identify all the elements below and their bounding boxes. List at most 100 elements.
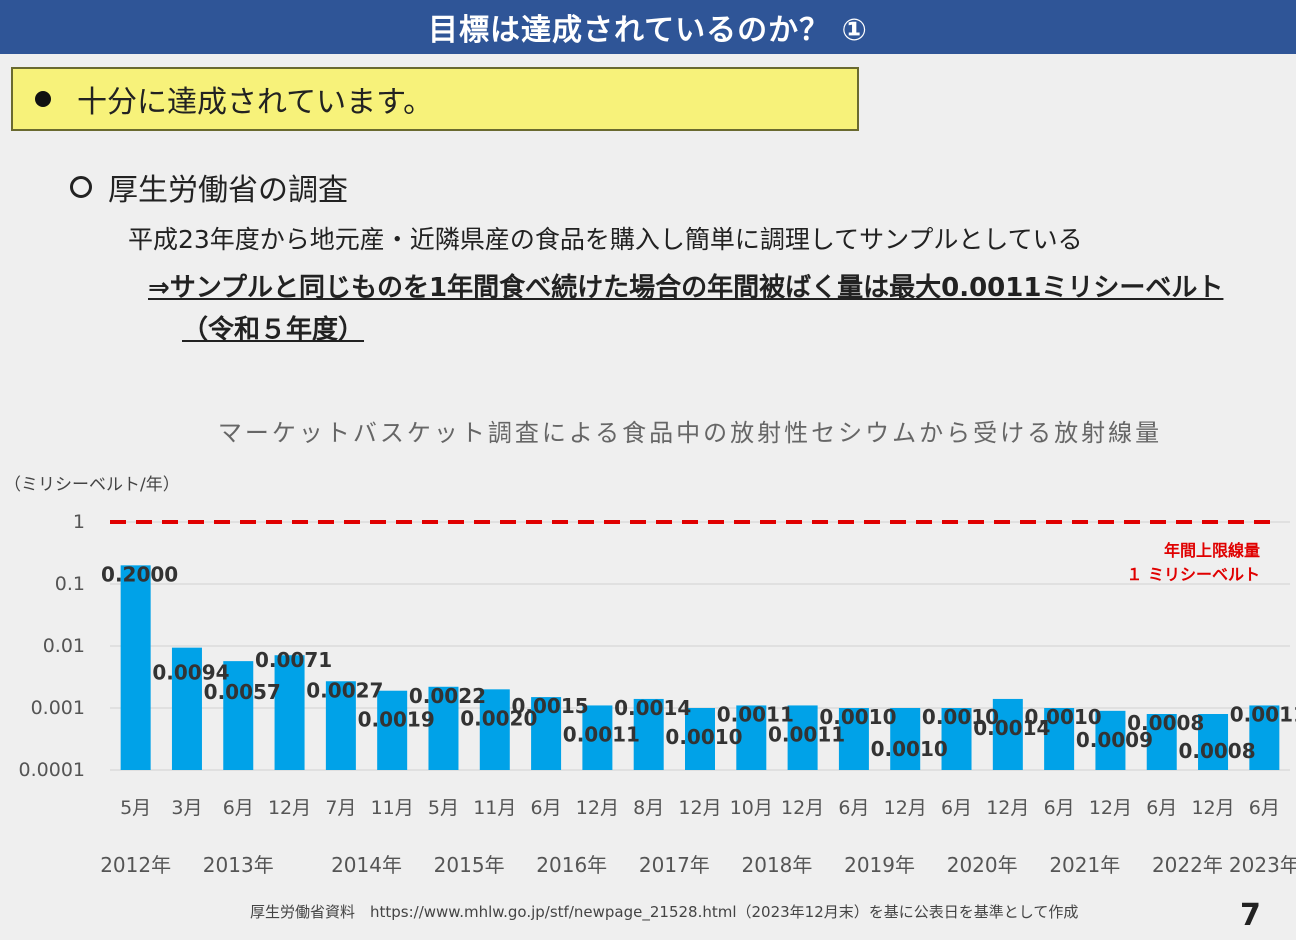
chart-title: マーケットバスケット調査による食品中の放射性セシウムから受ける放射線量 bbox=[217, 419, 1163, 447]
bar bbox=[941, 708, 972, 770]
bar bbox=[685, 708, 715, 770]
summary-box: 十分に達成されています。 bbox=[11, 67, 859, 131]
data-label: 0.0010 bbox=[1025, 705, 1102, 729]
bar bbox=[736, 705, 767, 770]
y-tick-label: 0.001 bbox=[31, 697, 85, 719]
x-year-label: 2014年 bbox=[331, 853, 402, 877]
y-tick-label: 1 bbox=[73, 511, 85, 533]
survey-heading: 厚生労働省の調査 bbox=[70, 165, 348, 209]
data-label: 0.0020 bbox=[460, 706, 537, 730]
data-label: 0.0057 bbox=[204, 680, 281, 704]
x-month-label: 12月 bbox=[1191, 797, 1234, 819]
x-month-label: 6月 bbox=[941, 797, 972, 819]
data-label: 0.0011 bbox=[768, 722, 845, 746]
x-month-label: 3月 bbox=[171, 797, 202, 819]
data-label: 0.0008 bbox=[1127, 711, 1204, 735]
data-label: 0.0008 bbox=[1178, 739, 1255, 763]
x-month-label: 5月 bbox=[428, 797, 459, 819]
bar bbox=[223, 661, 254, 770]
data-label: 0.0010 bbox=[665, 725, 742, 749]
data-label: 0.0027 bbox=[306, 678, 383, 702]
x-year-label: 2017年 bbox=[639, 853, 710, 877]
x-month-label: 7月 bbox=[325, 797, 356, 819]
y-tick-label: 0.01 bbox=[43, 635, 85, 657]
x-year-label: 2013年 bbox=[203, 853, 274, 877]
x-month-label: 8月 bbox=[633, 797, 664, 819]
result-statement: ⇒サンプルと同じものを1年間食べ続けた場合の年間被ばく量は最大0.0011ミリシ… bbox=[148, 273, 1224, 303]
x-month-label: 5月 bbox=[120, 797, 151, 819]
x-month-label: 11月 bbox=[371, 797, 414, 819]
y-tick-label: 0.1 bbox=[55, 573, 85, 595]
bar bbox=[428, 686, 459, 770]
data-label: 0.0010 bbox=[922, 705, 999, 729]
bar bbox=[171, 647, 202, 770]
bar bbox=[325, 681, 356, 770]
bar bbox=[479, 689, 510, 770]
data-label: 0.0011 bbox=[1230, 702, 1296, 726]
summary-text: 十分に達成されています。 bbox=[77, 85, 434, 120]
bar bbox=[890, 708, 921, 770]
data-label: 0.0022 bbox=[409, 684, 486, 708]
x-year-label: 2020年 bbox=[947, 853, 1018, 877]
x-year-label: 2018年 bbox=[742, 853, 813, 877]
limit-label-value: １ ミリシーベルト bbox=[1126, 565, 1260, 584]
bar bbox=[1044, 708, 1075, 770]
source-note: 厚生労働省資料 https://www.mhlw.go.jp/stf/newpa… bbox=[250, 903, 1079, 921]
limit-label-title: 年間上限線量 bbox=[1164, 541, 1260, 560]
data-label: 0.0010 bbox=[871, 737, 948, 761]
bar bbox=[992, 698, 1023, 770]
x-year-label: 2019年 bbox=[844, 853, 915, 877]
bar bbox=[531, 697, 562, 770]
data-label: 0.0009 bbox=[1076, 728, 1153, 752]
bar bbox=[787, 705, 818, 770]
survey-description: 平成23年度から地元産・近隣県産の食品を購入し簡単に調理してサンプルとしている bbox=[128, 225, 1083, 254]
bullet-icon bbox=[35, 91, 51, 107]
bar bbox=[838, 708, 869, 770]
x-month-label: 11月 bbox=[473, 797, 516, 819]
x-year-label: 2016年 bbox=[536, 853, 607, 877]
survey-heading-text: 厚生労働省の調査 bbox=[108, 173, 348, 208]
x-month-label: 12月 bbox=[1089, 797, 1132, 819]
slide-title: 目標は達成されているのか？ ① bbox=[0, 0, 1296, 54]
bar bbox=[377, 690, 408, 770]
circle-bullet-icon bbox=[70, 176, 92, 198]
x-month-label: 12月 bbox=[576, 797, 619, 819]
y-tick-label: 0.0001 bbox=[19, 759, 85, 781]
data-label: 0.0014 bbox=[614, 696, 691, 720]
page-number: 7 bbox=[1240, 898, 1261, 933]
data-label: 0.0015 bbox=[511, 694, 588, 718]
result-year-note: （令和５年度） bbox=[182, 315, 365, 345]
data-label: 0.0014 bbox=[973, 716, 1050, 740]
x-month-label: 6月 bbox=[838, 797, 869, 819]
x-month-label: 6月 bbox=[223, 797, 254, 819]
x-year-label: 2012年 bbox=[100, 853, 171, 877]
x-month-label: 12月 bbox=[268, 797, 311, 819]
bar bbox=[633, 698, 664, 770]
data-label: 0.0011 bbox=[563, 722, 640, 746]
data-label: 0.0010 bbox=[819, 705, 896, 729]
x-month-label: 12月 bbox=[884, 797, 927, 819]
x-month-label: 6月 bbox=[1044, 797, 1075, 819]
bar bbox=[1095, 710, 1126, 770]
data-label: 0.0019 bbox=[358, 708, 435, 732]
x-year-label: 2021年 bbox=[1049, 853, 1120, 877]
bar bbox=[1146, 714, 1177, 770]
x-month-label: 10月 bbox=[730, 797, 773, 819]
x-month-label: 12月 bbox=[781, 797, 824, 819]
x-month-label: 12月 bbox=[986, 797, 1029, 819]
bar bbox=[274, 655, 305, 770]
data-label: 0.0011 bbox=[717, 702, 794, 726]
x-year-label: 2022年 bbox=[1152, 853, 1223, 877]
bar bbox=[1198, 714, 1229, 770]
data-label: 0.0071 bbox=[255, 648, 332, 672]
bar bbox=[120, 565, 151, 770]
x-year-label: 2015年 bbox=[434, 853, 505, 877]
x-month-label: 12月 bbox=[678, 797, 721, 819]
x-month-label: 6月 bbox=[1146, 797, 1177, 819]
x-month-label: 6月 bbox=[531, 797, 562, 819]
bar bbox=[582, 705, 613, 770]
y-axis-unit-label: （ミリシーベルト/年） bbox=[4, 475, 180, 495]
x-month-label: 6月 bbox=[1249, 797, 1280, 819]
data-label: 0.2000 bbox=[101, 562, 178, 586]
